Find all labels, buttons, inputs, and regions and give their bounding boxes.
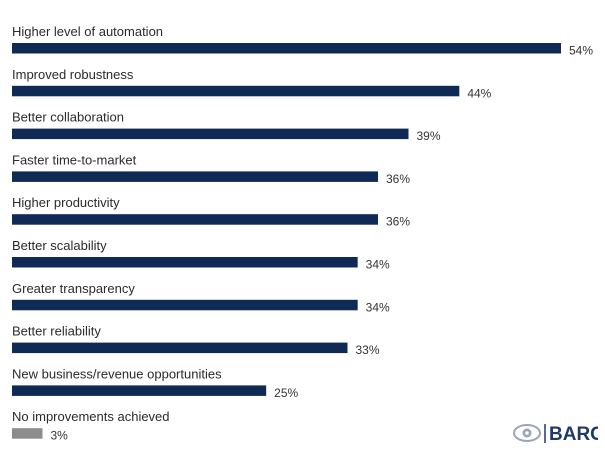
category-label: Better collaboration xyxy=(12,110,124,125)
bar xyxy=(12,171,378,182)
value-label: 36% xyxy=(386,215,410,229)
value-label: 36% xyxy=(386,172,410,186)
barc-logo: BARC xyxy=(513,424,598,445)
eye-icon xyxy=(513,424,541,442)
bar xyxy=(12,342,348,354)
value-label: 39% xyxy=(417,129,441,143)
value-label: 34% xyxy=(366,300,390,314)
bar xyxy=(12,214,378,225)
category-label: Better reliability xyxy=(12,324,101,339)
category-label: Higher productivity xyxy=(12,195,120,210)
value-label: 54% xyxy=(569,44,593,58)
bar xyxy=(12,385,267,396)
bar xyxy=(12,299,358,311)
category-label: Greater transparency xyxy=(12,281,135,296)
value-label: 34% xyxy=(366,258,390,272)
category-label: Higher level of automation xyxy=(12,24,163,39)
category-label: Improved robustness xyxy=(12,67,134,82)
value-label: 44% xyxy=(467,86,491,100)
category-label: New business/revenue opportunities xyxy=(12,366,222,381)
category-label: Faster time-to-market xyxy=(12,152,137,167)
logo-text: BARC xyxy=(549,424,598,445)
value-label: 25% xyxy=(274,386,298,400)
category-label: No improvements achieved xyxy=(12,409,170,424)
category-label: Better scalability xyxy=(12,238,107,253)
value-label: 3% xyxy=(51,429,69,443)
bar xyxy=(12,428,43,439)
bar xyxy=(12,43,561,54)
bar xyxy=(12,257,358,268)
bar xyxy=(12,128,409,140)
value-label: 33% xyxy=(356,343,380,357)
bar xyxy=(12,85,460,97)
